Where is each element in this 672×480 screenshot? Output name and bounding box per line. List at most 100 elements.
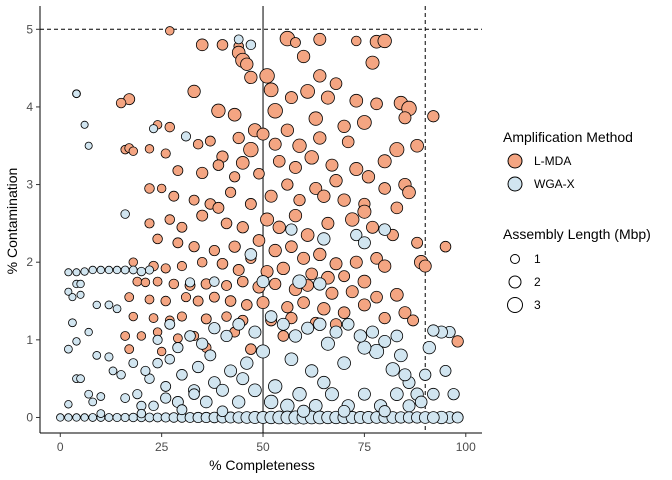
data-point: [172, 342, 184, 354]
y-tick-label: 4: [26, 100, 33, 114]
data-point: [64, 400, 73, 409]
data-point: [240, 57, 254, 71]
data-point: [144, 183, 155, 194]
data-point: [337, 356, 351, 370]
data-point: [224, 295, 237, 307]
data-point: [447, 388, 460, 401]
data-point: [361, 170, 376, 184]
data-point: [284, 352, 299, 367]
data-point: [289, 161, 302, 174]
data-point: [309, 181, 323, 195]
data-point: [268, 243, 282, 258]
legend-size-label-1: 1: [534, 252, 541, 266]
data-point: [204, 349, 217, 362]
series-l-mda: [115, 26, 464, 357]
data-point: [80, 267, 89, 276]
data-point: [345, 212, 360, 227]
data-point: [244, 248, 258, 261]
data-point: [224, 364, 238, 378]
data-point: [92, 300, 101, 310]
data-point: [329, 174, 343, 188]
data-point: [300, 84, 315, 99]
data-point: [248, 325, 262, 339]
data-point: [184, 330, 196, 342]
data-point: [176, 404, 188, 416]
data-point: [410, 138, 424, 153]
data-point: [200, 313, 212, 325]
data-point: [232, 318, 245, 331]
data-point: [341, 318, 355, 331]
data-point: [172, 237, 184, 249]
data-point: [244, 70, 258, 85]
data-point: [256, 344, 271, 359]
data-point: [337, 193, 351, 207]
data-point: [427, 324, 440, 337]
data-point: [72, 337, 81, 346]
data-point: [260, 212, 275, 227]
data-point: [349, 162, 364, 177]
data-point: [192, 295, 204, 307]
data-point: [370, 290, 383, 304]
data-point: [338, 270, 351, 283]
data-point: [325, 158, 339, 172]
legend-key-wga-x: [507, 176, 523, 192]
data-point: [377, 154, 392, 169]
series-wga-x: [56, 34, 464, 425]
data-point: [366, 220, 379, 234]
data-point: [256, 127, 270, 141]
data-point: [144, 412, 155, 423]
data-point: [68, 293, 77, 302]
data-point: [152, 233, 163, 245]
data-point: [297, 296, 310, 309]
data-point: [220, 329, 233, 343]
data-point: [225, 186, 237, 198]
legend-size-key-3: [507, 297, 523, 313]
data-point: [216, 39, 229, 51]
data-point: [308, 111, 323, 126]
data-point: [418, 259, 432, 273]
data-point: [297, 404, 311, 418]
data-point: [264, 310, 278, 323]
data-point: [357, 298, 371, 312]
data-point: [324, 387, 339, 402]
data-point: [300, 228, 315, 242]
data-point: [293, 193, 306, 207]
data-point: [164, 214, 175, 225]
data-point: [132, 389, 143, 400]
data-point: [128, 358, 139, 369]
data-point: [321, 216, 335, 230]
data-point: [243, 141, 259, 158]
data-point: [168, 278, 180, 290]
data-point: [228, 240, 241, 253]
data-point: [180, 292, 192, 303]
data-point: [325, 286, 339, 300]
data-point: [341, 135, 355, 149]
data-point: [84, 389, 94, 399]
data-point: [365, 55, 380, 70]
legend-label-wga-x: WGA-X: [534, 177, 575, 191]
data-point: [196, 256, 208, 268]
data-point: [152, 276, 163, 287]
data-point: [232, 264, 245, 276]
data-point: [172, 165, 184, 176]
data-point: [241, 299, 253, 311]
data-point: [407, 314, 419, 327]
data-point: [244, 198, 257, 210]
data-point: [256, 296, 270, 310]
data-point: [427, 110, 440, 123]
data-point: [124, 344, 135, 355]
data-point: [378, 259, 392, 273]
data-point: [160, 295, 171, 307]
data-point: [104, 352, 114, 362]
data-point: [285, 240, 298, 253]
data-point: [378, 334, 392, 348]
data-point: [320, 336, 335, 351]
data-point: [221, 280, 232, 291]
data-point: [305, 364, 319, 378]
data-point: [144, 294, 155, 305]
data-point: [96, 409, 106, 418]
data-point: [172, 333, 183, 344]
legend-color-title: Amplification Method: [503, 129, 633, 145]
data-point: [148, 313, 159, 323]
y-tick-label: 0: [26, 410, 33, 424]
